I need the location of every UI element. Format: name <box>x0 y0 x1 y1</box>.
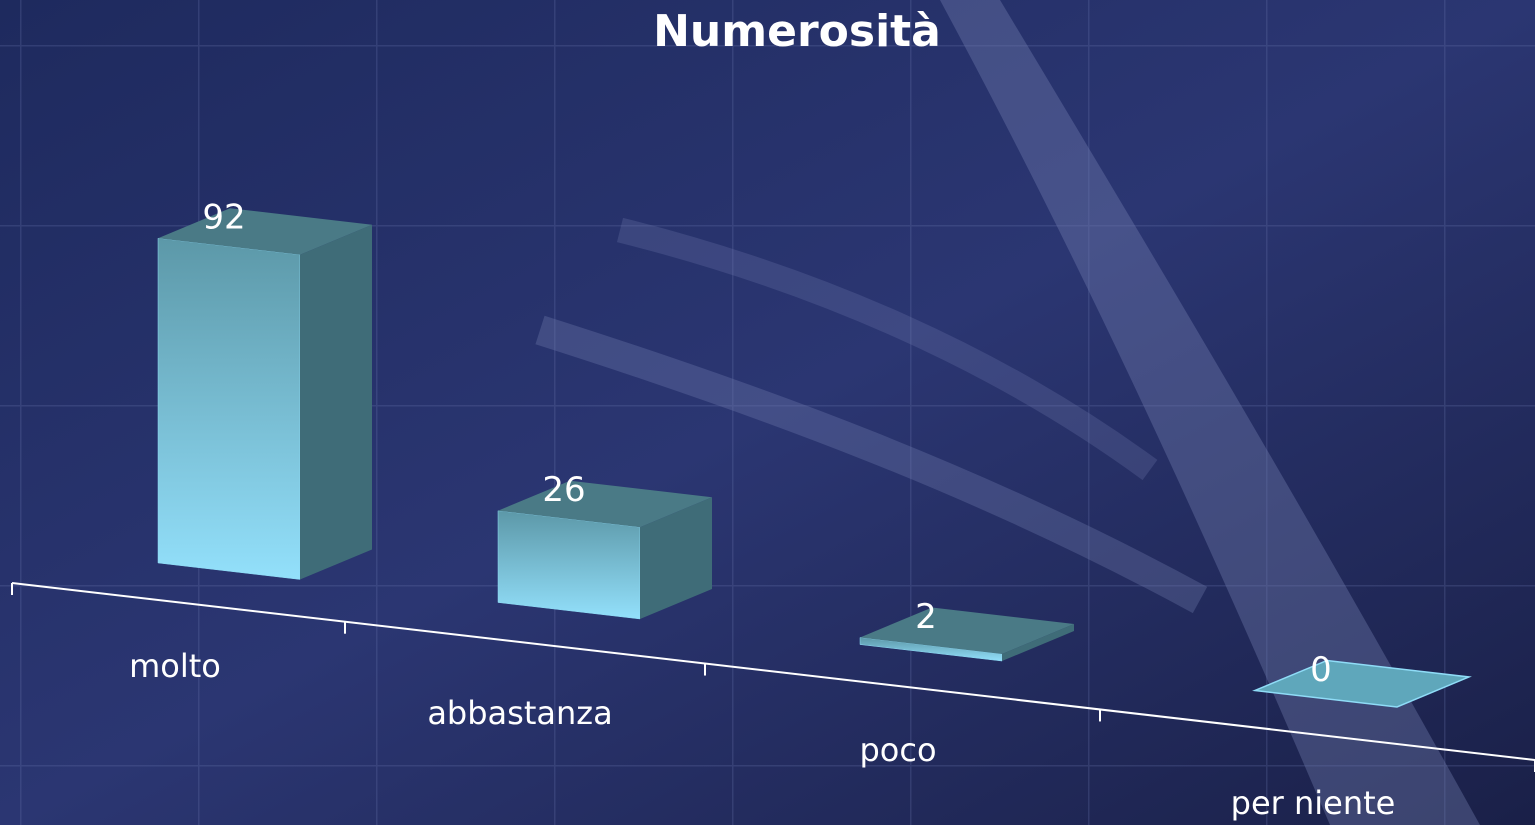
x-axis <box>11 582 1535 761</box>
data-label: 2 <box>915 597 937 637</box>
bar-top <box>498 480 712 528</box>
bar-front <box>497 510 641 620</box>
bar-top <box>860 607 1074 654</box>
bar-side <box>640 497 712 619</box>
bar <box>1252 659 1472 708</box>
data-label: 0 <box>1310 650 1332 690</box>
bar <box>157 208 372 580</box>
bar-side <box>300 224 372 580</box>
chart-title: Numerosità <box>653 6 941 57</box>
bar <box>859 607 1074 662</box>
bar-top <box>1252 659 1472 708</box>
data-label: 92 <box>202 198 245 238</box>
x-tick-label: abbastanza <box>427 694 612 732</box>
bar-side <box>1002 623 1074 662</box>
bar <box>497 480 712 620</box>
data-label: 26 <box>542 470 585 510</box>
x-tick-label: per niente <box>1231 784 1396 822</box>
x-tick-label: molto <box>129 647 221 685</box>
bar-top <box>158 208 372 255</box>
x-tick-label: poco <box>859 731 936 769</box>
bar-front <box>157 237 301 580</box>
